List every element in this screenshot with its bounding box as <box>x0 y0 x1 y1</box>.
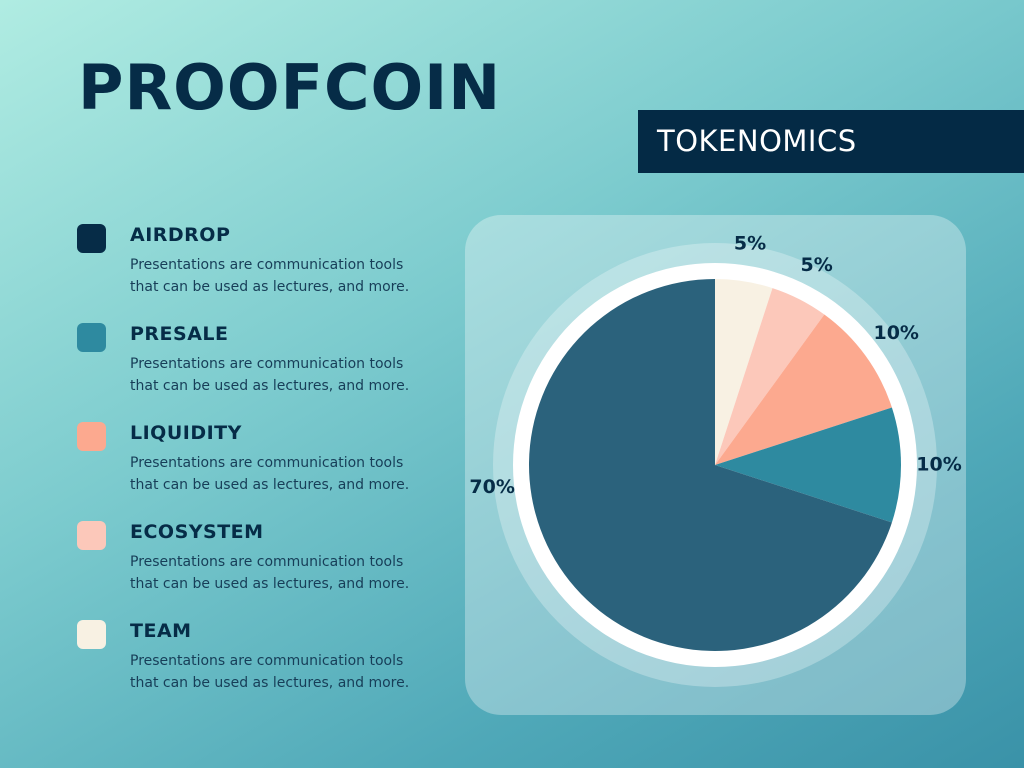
liquidity-swatch <box>77 422 106 451</box>
legend-item-description: Presentations are communication tools th… <box>130 356 410 394</box>
tokenomics-label: TOKENOMICS <box>657 124 857 158</box>
legend-item-title: AIRDROP <box>130 224 231 246</box>
legend-item-ecosystem: ECOSYSTEM Presentations are communicatio… <box>77 519 437 618</box>
pie-slice-label: 5% <box>801 254 833 276</box>
legend-item-presale: PRESALE Presentations are communication … <box>77 321 437 420</box>
legend-item-description: Presentations are communication tools th… <box>130 257 410 295</box>
legend-item-title: ECOSYSTEM <box>130 521 264 543</box>
legend-item-description: Presentations are communication tools th… <box>130 554 410 592</box>
pie-slices <box>529 279 901 651</box>
pie-labels: 5% 5% 10% 10% 70% <box>469 232 961 498</box>
legend-item-title: TEAM <box>130 620 192 642</box>
tokenomics-tag: TOKENOMICS <box>638 110 1024 173</box>
pie-slice-label: 10% <box>916 454 961 476</box>
legend-item-description: Presentations are communication tools th… <box>130 455 410 493</box>
pie-slice <box>715 407 901 523</box>
legend-item-airdrop: AIRDROP Presentations are communication … <box>77 222 437 321</box>
team-swatch <box>77 620 106 649</box>
page-title: PROOFCOIN <box>78 51 502 124</box>
ecosystem-swatch <box>77 521 106 550</box>
presale-swatch <box>77 323 106 352</box>
airdrop-swatch <box>77 224 106 253</box>
legend-item-team: TEAM Presentations are communication too… <box>77 618 437 717</box>
legend-item-description: Presentations are communication tools th… <box>130 653 410 691</box>
legend-item-liquidity: LIQUIDITY Presentations are communicatio… <box>77 420 437 519</box>
pie-slice-label: 70% <box>469 476 514 498</box>
pie-slice-label: 5% <box>734 232 766 254</box>
pie-slice <box>529 279 892 651</box>
pie-slice <box>715 279 773 465</box>
pie-slice <box>715 288 825 465</box>
legend-item-title: PRESALE <box>130 323 229 345</box>
legend: AIRDROP Presentations are communication … <box>77 222 437 717</box>
pie-chart: 5% 5% 10% 10% 70% <box>469 232 962 687</box>
legend-item-title: LIQUIDITY <box>130 422 242 444</box>
pie-slice-label: 10% <box>873 322 918 344</box>
pie-slice <box>715 314 892 465</box>
